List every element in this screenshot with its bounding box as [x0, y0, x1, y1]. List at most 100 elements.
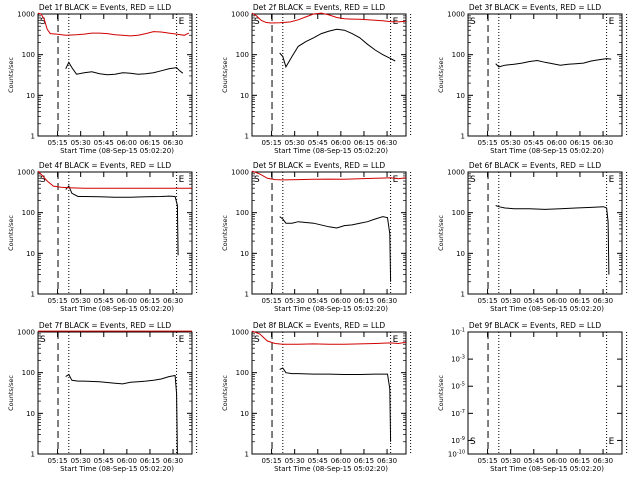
x-tick-label: 06:30: [377, 457, 397, 465]
panel-6: Det 6f BLACK = Events, RED = LLD 1 10 100 10…: [437, 161, 628, 313]
y-tick-label: 1000: [17, 329, 35, 337]
x-tick-label: 06:00: [547, 457, 567, 465]
x-tick-label: 06:15: [570, 297, 590, 305]
x-tick-label: 06:15: [570, 139, 590, 147]
panel-7: Det 7f BLACK = Events, RED = LLD 1 10 100 10…: [7, 321, 198, 473]
y-tick-label: 1: [461, 291, 465, 299]
x-tick-label: 06:00: [547, 297, 567, 305]
y-tick-exponent: -10: [457, 450, 465, 456]
y-tick-label: 100: [22, 209, 35, 217]
y-tick-label: 100: [22, 51, 35, 59]
e-marker: E: [179, 335, 185, 345]
x-tick-label: 05:30: [71, 139, 91, 147]
panel-title: Det 5f BLACK = Events, RED = LLD: [253, 161, 386, 170]
y-tick-label: 10-9: [451, 436, 465, 445]
y-tick-label: 1000: [231, 11, 249, 19]
x-tick-label: 05:15: [261, 297, 281, 305]
y-tick-label: 10: [26, 92, 35, 100]
x-tick-label: 06:15: [570, 457, 590, 465]
x-tick-label: 06:15: [354, 457, 374, 465]
e-marker: E: [609, 175, 615, 185]
x-axis-label: Start Time (08-Sep-15 05:02:20): [60, 465, 174, 473]
y-tick-label: 10: [240, 250, 249, 258]
lld-series-line: [251, 330, 407, 345]
y-axis-label: Counts/sec: [7, 215, 15, 251]
y-tick-label: 100: [236, 51, 249, 59]
x-tick-label: 05:45: [524, 139, 544, 147]
panel-title: Det 4f BLACK = Events, RED = LLD: [39, 161, 172, 170]
panel-5: Det 5f BLACK = Events, RED = LLD 1 10 100 10…: [221, 161, 412, 313]
s-marker: S: [470, 17, 476, 27]
x-tick-label: 05:45: [308, 297, 328, 305]
y-tick-label: 1000: [231, 329, 249, 337]
y-tick-label: 10: [26, 410, 35, 418]
panel-9: Det 9f BLACK = Events, RED = LLD 10-1 10-3…: [437, 321, 628, 473]
s-marker: S: [254, 335, 260, 345]
x-tick-label: 06:15: [354, 297, 374, 305]
plot-frame: [37, 13, 193, 137]
y-tick-label: 10: [456, 250, 465, 258]
x-axis-label: Start Time (08-Sep-15 05:02:20): [490, 305, 604, 313]
panel-title: Det 8f BLACK = Events, RED = LLD: [253, 321, 386, 330]
e-marker: E: [609, 437, 615, 447]
y-axis-label: Counts/sec: [7, 375, 15, 411]
y-tick-label: 100: [452, 209, 465, 217]
events-series-line: [279, 28, 396, 69]
y-tick-label: 1000: [447, 169, 465, 177]
x-tick-label: 05:15: [47, 457, 67, 465]
x-tick-label: 05:30: [501, 139, 521, 147]
panel-4: Det 4f BLACK = Events, RED = LLD 1 10 100 10…: [7, 161, 198, 313]
s-marker: S: [254, 175, 260, 185]
x-tick-label: 06:00: [331, 457, 351, 465]
y-tick-label: 1000: [231, 169, 249, 177]
x-tick-label: 05:30: [285, 297, 305, 305]
x-tick-label: 06:00: [117, 139, 137, 147]
x-tick-label: 06:15: [140, 457, 160, 465]
y-axis-label: Counts/sec: [437, 375, 445, 411]
lld-series-line: [251, 170, 407, 181]
x-tick-label: 05:45: [308, 457, 328, 465]
x-axis-label: Start Time (08-Sep-15 05:02:20): [274, 305, 388, 313]
e-marker: E: [609, 17, 615, 27]
events-series-line: [279, 367, 392, 442]
y-tick-label: 1: [245, 133, 249, 141]
x-tick-label: 05:15: [477, 297, 497, 305]
x-tick-label: 05:15: [477, 457, 497, 465]
events-series-line: [495, 205, 610, 275]
x-axis-label: Start Time (08-Sep-15 05:02:20): [60, 305, 174, 313]
x-tick-label: 06:30: [163, 297, 183, 305]
panel-title: Det 9f BLACK = Events, RED = LLD: [469, 321, 602, 330]
y-tick-label: 10: [456, 92, 465, 100]
plot-frame: [467, 13, 623, 137]
x-axis-label: Start Time (08-Sep-15 05:02:20): [490, 465, 604, 473]
y-tick-label: 10-1: [451, 328, 465, 337]
panel-8: Det 8f BLACK = Events, RED = LLD 1 10 100 10…: [221, 321, 412, 473]
e-marker: E: [179, 17, 185, 27]
lld-series-line: [37, 170, 192, 189]
x-tick-label: 06:30: [163, 457, 183, 465]
y-axis-label: Counts/sec: [221, 215, 229, 251]
y-tick-label: 1: [245, 291, 249, 299]
x-tick-label: 05:30: [71, 457, 91, 465]
panel-2: Det 2f BLACK = Events, RED = LLD 1 10 100 10…: [221, 3, 412, 155]
x-tick-label: 06:15: [140, 297, 160, 305]
e-marker: E: [393, 335, 399, 345]
y-axis-label: Counts/sec: [221, 57, 229, 93]
panel-title: Det 1f BLACK = Events, RED = LLD: [39, 3, 172, 12]
y-tick-label: 10: [26, 250, 35, 258]
y-tick-label: 10-5: [451, 382, 465, 391]
y-axis-label: Counts/sec: [437, 57, 445, 93]
x-axis-label: Start Time (08-Sep-15 05:02:20): [274, 147, 388, 155]
x-tick-label: 06:00: [547, 139, 567, 147]
y-tick-label: 100: [236, 209, 249, 217]
x-tick-label: 05:30: [285, 139, 305, 147]
x-tick-label: 06:15: [140, 139, 160, 147]
x-axis-label: Start Time (08-Sep-15 05:02:20): [274, 465, 388, 473]
x-tick-label: 05:30: [285, 457, 305, 465]
x-tick-label: 06:30: [377, 139, 397, 147]
y-tick-exponent: -5: [460, 382, 465, 388]
plot-frame: [37, 171, 193, 295]
plot-frame: [251, 171, 407, 295]
x-tick-label: 06:00: [331, 297, 351, 305]
x-tick-label: 05:30: [501, 457, 521, 465]
